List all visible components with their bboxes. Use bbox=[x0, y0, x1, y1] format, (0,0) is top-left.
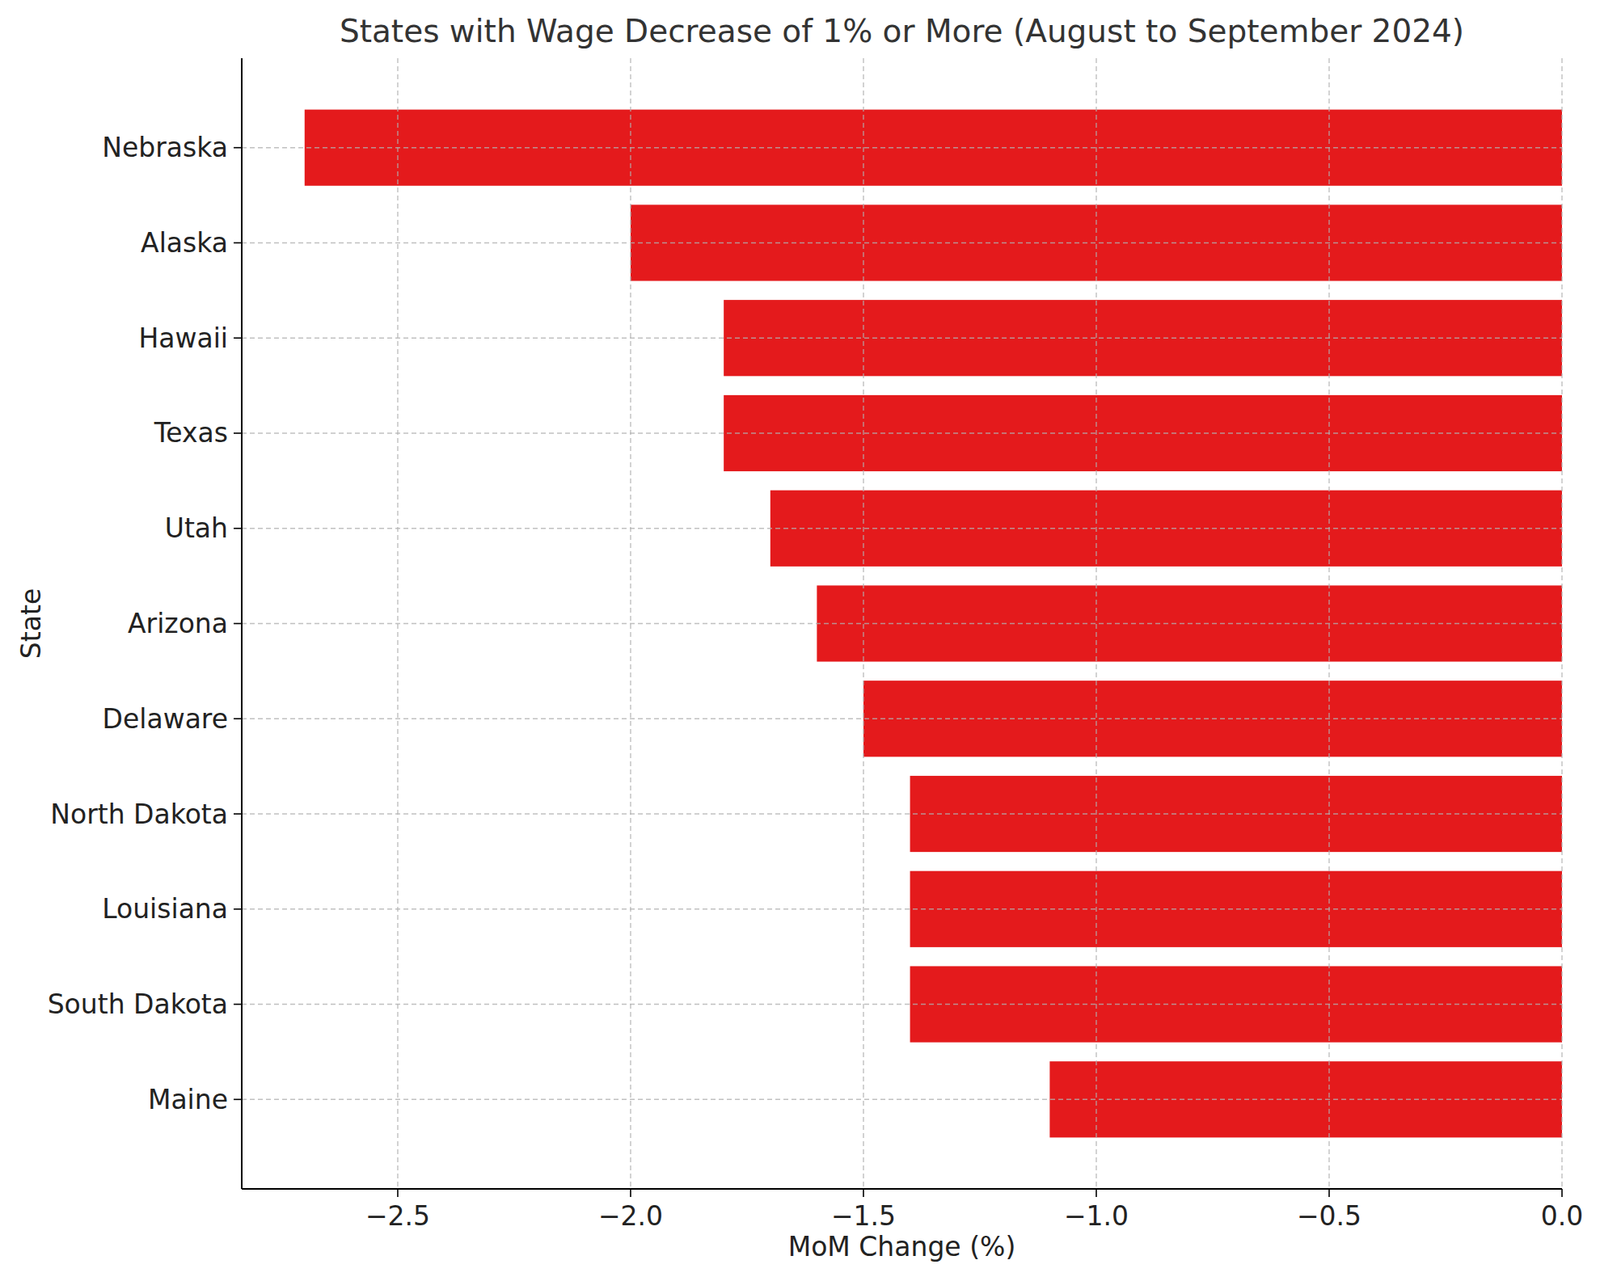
tick-mark bbox=[233, 242, 242, 245]
y-tick-label: Utah bbox=[164, 512, 228, 545]
grid-line bbox=[241, 813, 1563, 815]
title: States with Wage Decrease of 1% or More … bbox=[339, 12, 1465, 50]
grid bbox=[241, 58, 1563, 1190]
x-tick-label: 0.0 bbox=[1540, 1200, 1584, 1233]
grid-line bbox=[1095, 58, 1097, 1190]
grid-line bbox=[241, 718, 1563, 720]
tick-mark bbox=[233, 908, 242, 911]
grid-line bbox=[241, 147, 1563, 148]
grid-line bbox=[241, 337, 1563, 339]
x-axis-label: MoM Change (%) bbox=[788, 1231, 1017, 1263]
grid-line bbox=[241, 908, 1563, 910]
tick-mark bbox=[1328, 1189, 1330, 1198]
x-tick-label: −1.5 bbox=[831, 1200, 896, 1233]
y-tick-label: Louisiana bbox=[101, 893, 228, 925]
tick-mark bbox=[233, 717, 242, 720]
y-tick-label: Delaware bbox=[102, 703, 228, 735]
tick-mark bbox=[233, 337, 242, 339]
tick-mark bbox=[233, 813, 242, 815]
y-tick-label: Nebraska bbox=[101, 131, 228, 164]
y-axis-line bbox=[240, 58, 243, 1190]
grid-line bbox=[241, 1099, 1563, 1101]
grid-line bbox=[241, 527, 1563, 529]
tick-mark bbox=[233, 147, 242, 149]
tick-mark bbox=[233, 527, 242, 530]
grid-line bbox=[241, 432, 1563, 434]
grid-line bbox=[241, 623, 1563, 625]
tick-mark bbox=[862, 1189, 865, 1198]
y-tick-label: North Dakota bbox=[50, 798, 228, 831]
grid-line bbox=[241, 1004, 1563, 1005]
tick-mark bbox=[629, 1189, 632, 1198]
chart: −2.5 −2.0 −1.5 −1.0 −0.5 0.0 Nebraska Alaska Haw… bbox=[0, 0, 1600, 1277]
x-tick-label: −1.0 bbox=[1063, 1200, 1129, 1233]
background bbox=[0, 0, 1600, 1277]
grid-line bbox=[241, 242, 1563, 244]
tick-labels: −2.5 −2.0 −1.5 −1.0 −0.5 0.0 Nebraska Alaska Haw… bbox=[47, 131, 1584, 1233]
tick-mark bbox=[233, 1004, 242, 1006]
x-axis-line bbox=[241, 1188, 1563, 1191]
ticks bbox=[233, 147, 1563, 1198]
tick-mark bbox=[233, 623, 242, 625]
y-tick-label: Texas bbox=[153, 417, 228, 449]
y-tick-label: South Dakota bbox=[47, 988, 228, 1021]
x-tick-label: −2.0 bbox=[598, 1200, 663, 1233]
tick-mark bbox=[233, 1099, 242, 1102]
tick-mark bbox=[233, 432, 242, 435]
tick-mark bbox=[396, 1189, 399, 1198]
tick-mark bbox=[1561, 1189, 1563, 1198]
x-tick-label: −0.5 bbox=[1296, 1200, 1362, 1233]
y-tick-label: Maine bbox=[147, 1084, 228, 1116]
y-axis-label: State bbox=[15, 588, 47, 659]
x-tick-label: −2.5 bbox=[365, 1200, 431, 1233]
y-tick-label: Hawaii bbox=[138, 322, 228, 355]
chart-root: −2.5 −2.0 −1.5 −1.0 −0.5 0.0 Nebraska Alaska Haw… bbox=[0, 0, 1600, 1277]
y-tick-label: Arizona bbox=[127, 607, 228, 640]
grid-line bbox=[862, 58, 864, 1190]
y-tick-label: Alaska bbox=[140, 227, 228, 259]
tick-mark bbox=[1095, 1189, 1098, 1198]
